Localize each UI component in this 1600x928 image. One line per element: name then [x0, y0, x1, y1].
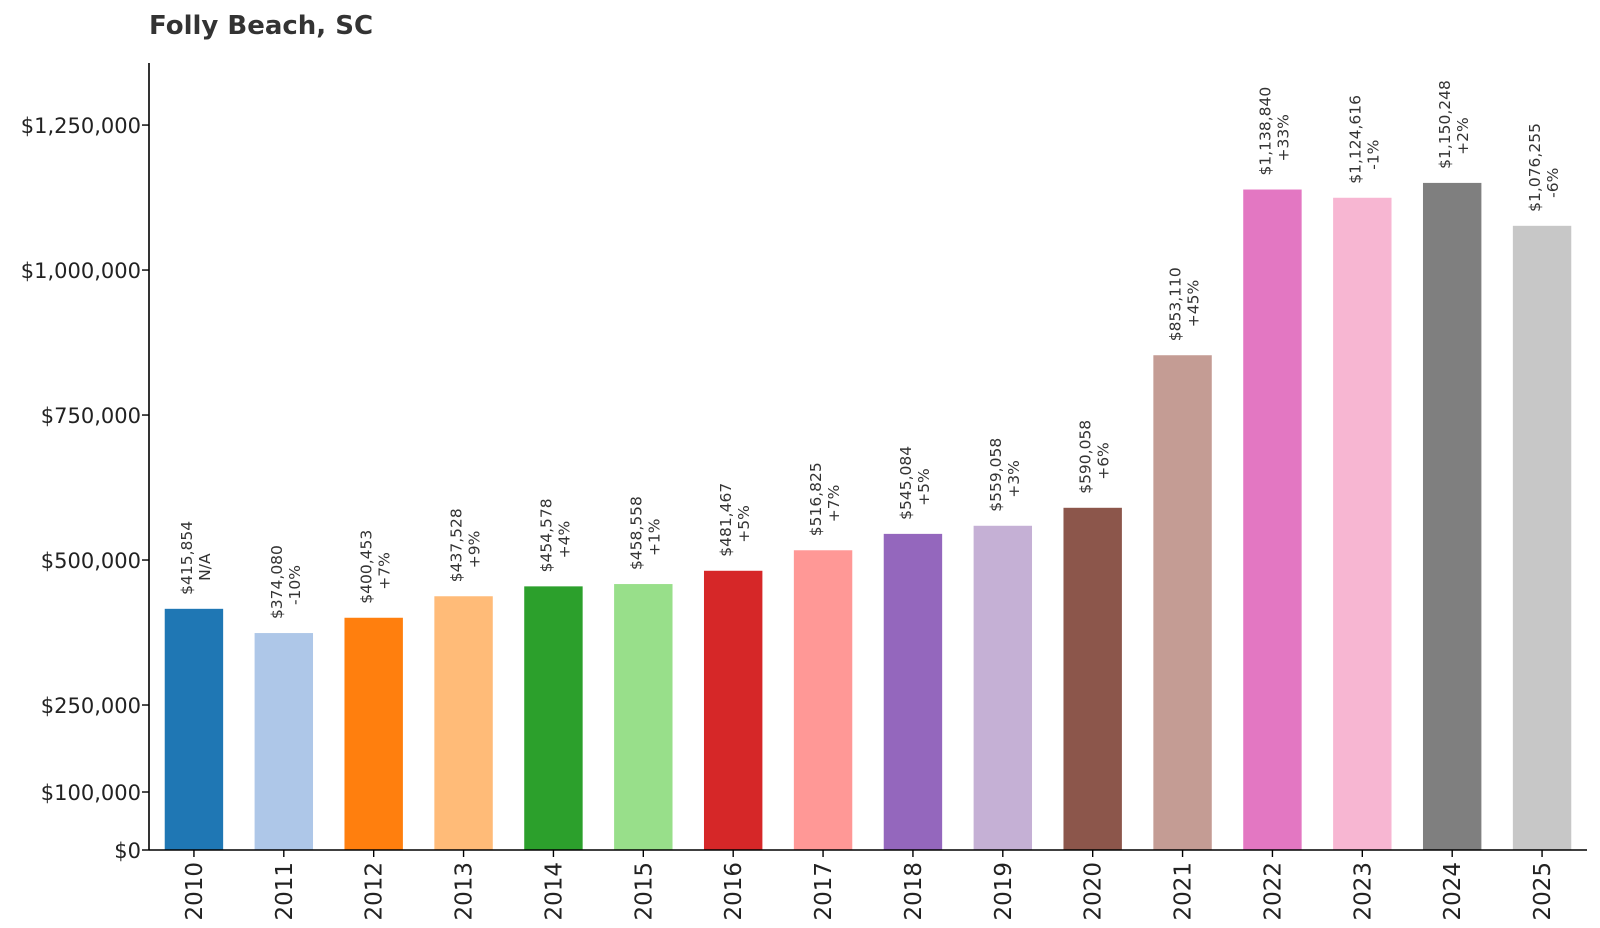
bar-change-label: N/A [196, 553, 214, 581]
bar-value-label: $481,467 [717, 483, 735, 557]
bar-change-label: +3% [1005, 460, 1023, 498]
x-tick-label: 2020 [1081, 862, 1107, 921]
y-tick-label: $100,000 [41, 781, 141, 805]
y-tick-label: $750,000 [41, 404, 141, 428]
bar-2017 [793, 550, 853, 850]
bar-value-label: $458,558 [627, 496, 645, 570]
bar-value-label: $516,825 [807, 462, 825, 536]
bar-2022 [1243, 189, 1302, 851]
bar-value-label: $1,138,840 [1256, 87, 1274, 176]
bar-2013 [434, 596, 493, 850]
bar-2025 [1512, 225, 1572, 850]
bar-change-label: +9% [466, 531, 484, 569]
bar-value-label: $1,076,255 [1526, 123, 1544, 212]
bar-value-label: $454,578 [537, 498, 555, 572]
bar-change-label: +1% [645, 518, 663, 556]
bar-value-label: $415,854 [178, 521, 196, 595]
y-tick-label: $250,000 [41, 694, 141, 718]
bar-change-label: -6% [1544, 168, 1562, 198]
bar-change-label: +7% [376, 552, 394, 590]
x-axis: 2010 2011 2012 2013 2014 2015 2016 2017 2018 2019… [149, 849, 1587, 921]
bar-value-label: $1,150,248 [1436, 80, 1454, 169]
bar-change-label: -1% [1364, 140, 1382, 170]
x-tick-label: 2016 [721, 862, 747, 921]
x-tick-label: 2022 [1260, 862, 1286, 921]
x-tick-label: 2013 [452, 862, 478, 921]
bar-change-label: +7% [825, 485, 843, 523]
x-tick-label: 2018 [901, 862, 927, 921]
bar-value-label: $1,124,616 [1346, 95, 1364, 184]
bar-value-label: $400,453 [358, 530, 376, 604]
bar-2010 [164, 608, 224, 850]
data-labels: $415,854 N/A $374,080 -10% $400,453 +7% $437,5… [178, 80, 1562, 619]
y-tick-label: $500,000 [41, 549, 141, 573]
bar-value-label: $590,058 [1077, 420, 1095, 494]
bar-2021 [1153, 355, 1212, 850]
x-tick-label: 2019 [991, 862, 1017, 921]
x-tick-label: 2024 [1440, 862, 1466, 921]
bar-change-label: +33% [1274, 114, 1292, 161]
bar-change-label: +45% [1185, 280, 1203, 327]
bar-2015 [614, 584, 673, 850]
bar-change-label: +2% [1454, 117, 1472, 155]
bar-change-label: +6% [1095, 442, 1113, 480]
bar-2020 [1063, 507, 1122, 850]
bar-value-label: $374,080 [268, 545, 286, 619]
bar-2023 [1333, 197, 1392, 850]
bar-change-label: +4% [555, 521, 573, 559]
bar-value-label: $853,110 [1167, 267, 1185, 341]
bar-change-label: +5% [915, 468, 933, 506]
x-tick-label: 2014 [541, 862, 567, 921]
bar-2016 [703, 570, 763, 850]
y-tick-label: $1,250,000 [21, 114, 141, 138]
x-tick-label: 2010 [182, 862, 208, 921]
x-tick-label: 2017 [811, 862, 837, 921]
x-tick-label: 2011 [272, 862, 298, 921]
y-axis: $0 $100,000 $250,000 $500,000 $750,000 $1,000… [21, 63, 150, 863]
chart-title: Folly Beach, SC [149, 11, 373, 41]
x-tick-label: 2023 [1350, 862, 1376, 921]
x-tick-label: 2021 [1171, 862, 1197, 921]
x-tick-label: 2015 [631, 862, 657, 921]
bar-value-label: $545,084 [897, 446, 915, 520]
bar-2011 [254, 633, 314, 850]
bar-2014 [524, 586, 583, 850]
bar-value-label: $437,528 [448, 508, 466, 582]
y-tick-label: $0 [114, 839, 141, 863]
bar-change-label: -10% [286, 565, 304, 605]
bar-2018 [883, 533, 943, 850]
x-tick-label: 2025 [1530, 862, 1556, 921]
bar-2012 [344, 617, 403, 850]
bar-change-label: +5% [735, 505, 753, 543]
bars [164, 182, 1572, 851]
y-tick-label: $1,000,000 [21, 259, 141, 283]
x-tick-label: 2012 [362, 862, 388, 921]
bar-2024 [1422, 182, 1482, 851]
bar-value-label: $559,058 [987, 438, 1005, 512]
bar-2019 [973, 525, 1033, 850]
